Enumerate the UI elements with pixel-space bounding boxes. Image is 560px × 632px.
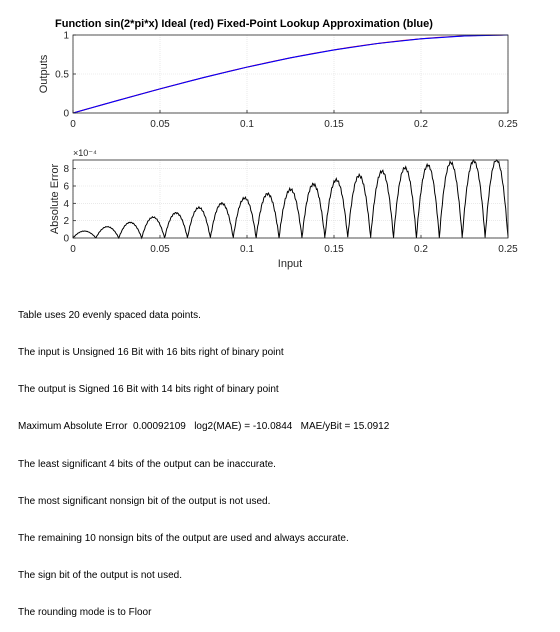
bottom-y-exponent: ×10⁻⁴	[73, 148, 97, 158]
bottom-ticks: 0 0.05 0.1 0.15 0.2 0.25 0 2 4 6 8	[63, 164, 518, 255]
note-line: The output is Signed 16 Bit with 14 bits…	[18, 384, 279, 396]
top-x-tick-label: 0.2	[414, 119, 428, 130]
figure: Function sin(2*pi*x) Ideal (red) Fixed-P…	[38, 18, 518, 270]
bottom-y-axis-label: Absolute Error	[49, 164, 61, 235]
note-line: The most significant nonsign bit of the …	[18, 495, 271, 507]
top-y-tick-label: 0.5	[55, 70, 69, 81]
top-axes: Function sin(2*pi*x) Ideal (red) Fixed-P…	[38, 18, 518, 130]
top-x-tick-label: 0.25	[498, 119, 518, 130]
bottom-x-tick-label: 0.15	[324, 244, 344, 255]
note-line: The least significant 4 bits of the outp…	[18, 458, 276, 470]
top-y-tick-label: 0	[63, 109, 69, 120]
top-x-tick-label: 0.1	[240, 119, 254, 130]
bottom-x-tick-label: 0.25	[498, 244, 518, 255]
bottom-axes: ×10⁻⁴ 0 0.05 0.1 0.15 0.2 0.25 0 2 4 6 8 Absolute …	[49, 148, 518, 270]
bottom-axes-box	[72, 159, 509, 239]
note-line: The rounding mode is to Floor	[18, 607, 152, 619]
note-line: Table uses 20 evenly spaced data points.	[18, 309, 201, 321]
bottom-y-tick-label: 8	[63, 164, 69, 175]
note-line: Maximum Absolute Error 0.00092109 log2(M…	[18, 421, 390, 433]
bottom-y-tick-label: 0	[63, 234, 69, 245]
bottom-x-tick-label: 0.05	[150, 244, 170, 255]
top-y-axis-label: Outputs	[38, 54, 50, 93]
bottom-x-tick-label: 0.1	[240, 244, 254, 255]
summary-notes: Table uses 20 evenly spaced data points.…	[18, 285, 389, 632]
bottom-lines	[72, 158, 509, 240]
bottom-x-axis-label: Input	[278, 258, 302, 270]
note-line: The sign bit of the output is not used.	[18, 570, 182, 582]
bottom-x-tick-label: 0.2	[414, 244, 428, 255]
error-series-line	[72, 158, 509, 240]
top-plot-area	[73, 35, 508, 113]
bottom-y-tick-label: 2	[63, 216, 69, 227]
top-chart-title: Function sin(2*pi*x) Ideal (red) Fixed-P…	[55, 18, 433, 30]
bottom-y-tick-label: 6	[63, 182, 69, 193]
top-ticks: 0 0.05 0.1 0.15 0.2 0.25 0 0.5 1	[55, 31, 518, 131]
top-lines	[72, 34, 509, 114]
bottom-x-tick-label: 0	[70, 244, 76, 255]
top-x-tick-label: 0	[70, 119, 76, 130]
bottom-y-tick-label: 4	[63, 199, 69, 210]
top-x-tick-label: 0.05	[150, 119, 170, 130]
approx-series-line	[72, 34, 509, 114]
top-x-tick-label: 0.15	[324, 119, 344, 130]
note-line: The input is Unsigned 16 Bit with 16 bit…	[18, 347, 284, 359]
top-y-tick-label: 1	[63, 31, 69, 42]
note-line: The remaining 10 nonsign bits of the out…	[18, 533, 349, 545]
